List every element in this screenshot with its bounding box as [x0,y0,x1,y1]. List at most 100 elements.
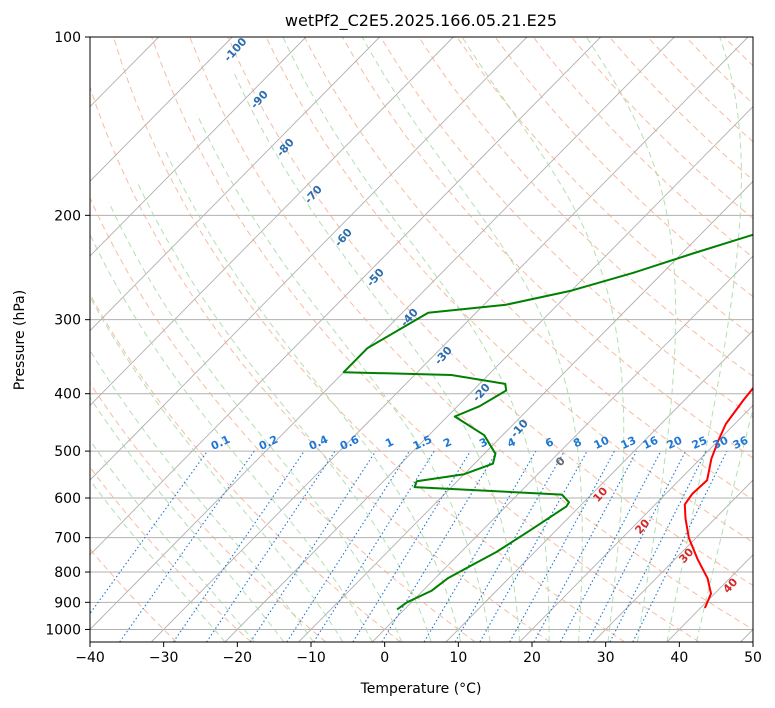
isotherm-line [0,37,11,642]
mixing-ratio-label: 0.1 [209,433,232,453]
y-tick-label: 1000 [45,622,81,638]
dry-adiabat-label: 20 [632,516,652,536]
dry-adiabat-line [418,37,753,377]
x-tick-label: 40 [670,650,688,666]
mixing-ratio-label: 20 [665,434,685,452]
isotherm-line [90,37,601,556]
isotherm-line [592,479,753,642]
mixing-ratio-line [313,450,435,642]
mixing-ratio-line [509,450,615,642]
mixing-ratio-label: 36 [731,434,751,452]
moist-adiabat-line [196,113,491,642]
dry-adiabat-label: 0 [553,454,568,469]
y-tick-label: 400 [54,387,81,403]
isotherm-line [150,37,749,642]
moist-adiabat-line [164,149,462,642]
moist-adiabat-line [585,37,677,642]
x-axis-label: Temperature (°C) [360,681,482,697]
moist-adiabat-line [666,37,742,642]
y-tick-label: 200 [54,208,81,224]
x-tick-label: −30 [149,650,179,666]
dry-adiabat-line [90,466,252,642]
mixing-ratio-label: 13 [619,434,638,452]
mixing-ratio-label: 1 [383,435,395,450]
isotherm-line [445,330,753,642]
x-tick-label: −40 [75,650,105,666]
dry-adiabat-line [341,37,753,459]
y-tick-label: 600 [54,491,81,507]
isotherm-line [90,37,528,481]
isotherm-line [224,105,753,642]
mixing-ratio-line [559,450,662,642]
isotherm-line [90,37,233,182]
y-axis-label: Pressure (hPa) [12,290,28,390]
mixing-ratio-label: 0.2 [257,433,280,453]
isotherm-line [90,37,675,631]
dry-adiabat-line [90,85,551,642]
x-tick-label: 10 [449,650,467,666]
dry-adiabat-label: -100 [221,35,249,64]
mixing-ratio-line [381,450,498,642]
x-tick-label: −20 [223,650,253,666]
isotherm-line [740,628,753,642]
mixing-ratio-line [533,450,638,642]
mixing-ratio-line [172,450,305,642]
mixing-ratio-label: 10 [592,434,612,452]
dry-adiabat-line [113,37,625,642]
x-tick-label: −10 [296,650,326,666]
line-labels: 0.1 0.2 0.4 0.6 1 1.5 2 3 4 6 8 10 13 16 20 25 30 36-100-… [209,35,751,596]
dry-adiabat-line [265,37,753,543]
isotherm-line [90,37,307,257]
moist-adiabat-line [695,406,753,642]
dry-adiabat-label: -30 [432,344,455,368]
moist-adiabat-line [361,37,583,642]
isotherm-line [90,37,454,407]
mixing-ratio-line [206,450,336,642]
mixing-ratio-label: 1.5 [411,433,434,453]
background-grid [0,37,775,642]
moist-adiabat-line [90,479,226,642]
mixing-ratio-line [632,450,728,642]
mixing-ratio-line [352,450,471,642]
moist-adiabat-line [233,72,521,642]
moist-adiabat-line [90,349,314,642]
moist-adiabat-line [108,201,403,642]
temperature-profile [683,386,753,609]
y-tick-label: 100 [54,30,81,46]
dry-adiabat-line [762,37,775,642]
dry-adiabat-line [189,37,753,630]
mixing-ratio-label: 30 [711,434,731,452]
isotherm-line [519,404,753,642]
mixing-ratio-label: 6 [543,435,556,450]
dry-adiabat-label: 40 [720,575,740,595]
dry-adiabat-line [494,37,753,298]
dry-adiabat-line [303,37,753,501]
y-tick-label: 500 [54,444,81,460]
sounding-profiles [342,233,753,611]
dry-adiabat-label: 10 [590,484,610,504]
plot-frame [89,36,754,643]
y-tick-label: 700 [54,531,81,547]
dry-adiabat-line [151,37,700,642]
mixing-ratio-label: 2 [441,435,453,450]
mixing-ratio-line [587,450,687,642]
dewpoint-profile [342,233,753,611]
dry-adiabat-label: -50 [364,266,387,290]
dry-adiabat-label: -40 [398,306,421,330]
dry-adiabat-line [380,37,753,418]
mixing-ratio-line [479,450,588,642]
mixing-ratio-line [423,450,537,642]
x-tick-label: 20 [523,650,541,666]
mixing-ratio-label: 8 [571,435,583,450]
isotherm-line [371,255,753,642]
dry-adiabat-line [647,37,753,143]
x-tick-label: 50 [744,650,762,666]
x-tick-label: 0 [380,650,389,666]
isotherm-line [90,37,380,332]
moist-adiabat-line [136,180,432,642]
mixing-ratio-label: 25 [690,434,709,452]
y-tick-label: 800 [54,565,81,581]
mixing-ratio-line [119,450,255,642]
moist-adiabat-line [461,37,625,642]
